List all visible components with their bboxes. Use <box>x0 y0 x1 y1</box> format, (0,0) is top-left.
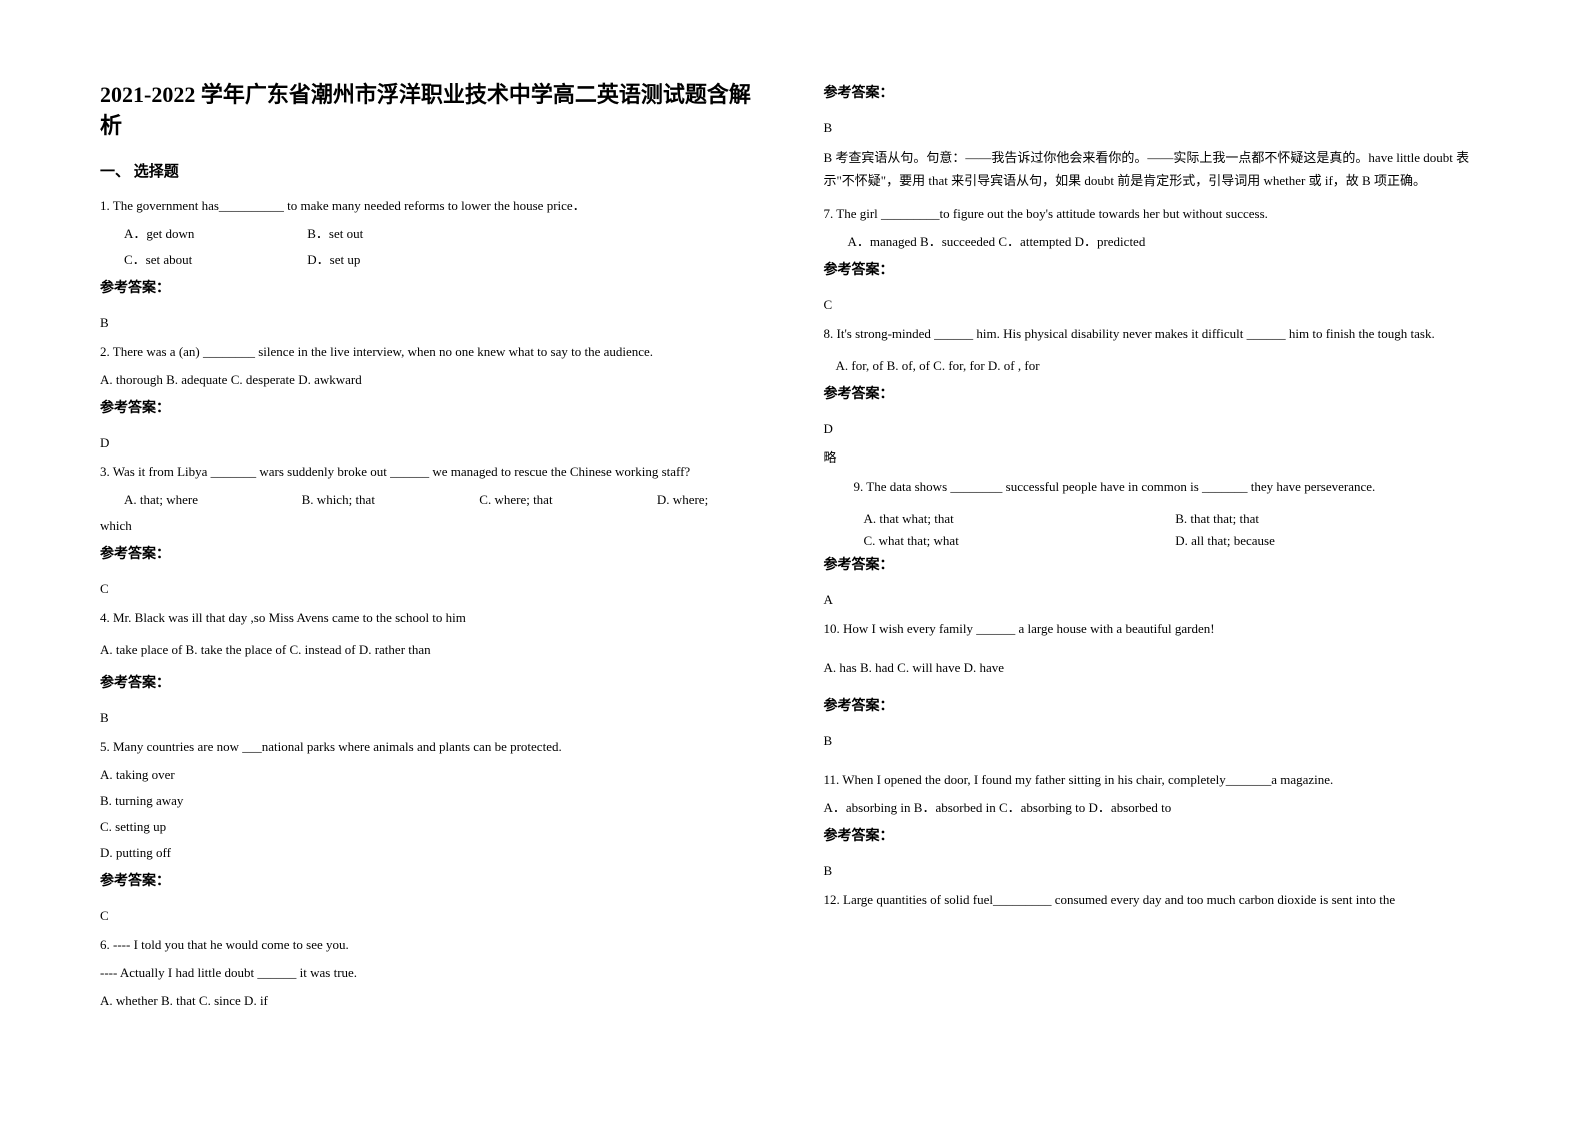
q6-answer-label: 参考答案： <box>824 82 1488 102</box>
q8-answer-label: 参考答案： <box>824 383 1488 403</box>
q12-text: 12. Large quantities of solid fuel______… <box>824 889 1488 911</box>
q7-text: 7. The girl _________to figure out the b… <box>824 203 1488 225</box>
q2-answer: D <box>100 435 764 451</box>
q10-answer: B <box>824 733 1488 749</box>
q6-options: A. whether B. that C. since D. if <box>100 990 764 1012</box>
q2-options: A. thorough B. adequate C. desperate D. … <box>100 369 764 391</box>
q7-answer-label: 参考答案： <box>824 259 1488 279</box>
q7-options: A．managed B．succeeded C．attempted D．pred… <box>824 231 1488 253</box>
q1-optB: B．set out <box>307 226 363 241</box>
q9-optA: A. that what; that <box>864 508 1176 530</box>
q9-options-row2: C. what that; what D. all that; because <box>824 530 1488 552</box>
q3-optA: A. that; where <box>124 489 302 511</box>
q1-text: 1. The government has__________ to make … <box>100 195 764 217</box>
right-column: 参考答案： B B 考查宾语从句。句意：——我告诉过你他会来看你的。——实际上我… <box>824 80 1488 1082</box>
q1-answer: B <box>100 315 764 331</box>
q6-text2: ---- Actually I had little doubt ______ … <box>100 962 764 984</box>
q6-text1: 6. ---- I told you that he would come to… <box>100 934 764 956</box>
q1-optA: A．get down <box>124 223 304 245</box>
q5-optA: A. taking over <box>100 764 764 786</box>
q9-optD: D. all that; because <box>1175 530 1487 552</box>
q8-text: 8. It's strong-minded ______ him. His ph… <box>824 323 1488 345</box>
q11-options: A．absorbing in B．absorbed in C．absorbing… <box>824 797 1488 819</box>
q3-optD-line2: which <box>100 515 764 537</box>
q6-answer: B <box>824 120 1488 136</box>
q6-explanation: B 考查宾语从句。句意：——我告诉过你他会来看你的。——实际上我一点都不怀疑这是… <box>824 146 1488 193</box>
q4-answer: B <box>100 710 764 726</box>
q10-text: 10. How I wish every family ______ a lar… <box>824 618 1488 640</box>
q3-options-row: A. that; where B. which; that C. where; … <box>100 489 764 511</box>
left-column: 2021-2022 学年广东省潮州市浮洋职业技术中学高二英语测试题含解析 一、 … <box>100 80 764 1082</box>
q9-answer: A <box>824 592 1488 608</box>
q5-answer: C <box>100 908 764 924</box>
q10-answer-label: 参考答案： <box>824 695 1488 715</box>
q9-optB: B. that that; that <box>1175 508 1487 530</box>
q5-optB: B. turning away <box>100 790 764 812</box>
q3-answer: C <box>100 581 764 597</box>
q5-optD: D. putting off <box>100 842 764 864</box>
q9-optC: C. what that; what <box>864 530 1176 552</box>
q9-text: 9. The data shows ________ successful pe… <box>854 476 1488 498</box>
q3-optC: C. where; that <box>479 489 657 511</box>
q2-answer-label: 参考答案： <box>100 397 764 417</box>
q11-text: 11. When I opened the door, I found my f… <box>824 769 1488 791</box>
q7-answer: C <box>824 297 1488 313</box>
section-header: 一、 选择题 <box>100 160 764 181</box>
q3-optD: D. where; <box>657 489 764 511</box>
q9-answer-label: 参考答案： <box>824 554 1488 574</box>
q1-optD: D．set up <box>307 252 360 267</box>
q8-options: A. for, of B. of, of C. for, for D. of ,… <box>824 355 1488 377</box>
q8-note: 略 <box>824 447 1488 466</box>
q4-text: 4. Mr. Black was ill that day ,so Miss A… <box>100 607 764 629</box>
q8-answer: D <box>824 421 1488 437</box>
q11-answer-label: 参考答案： <box>824 825 1488 845</box>
q1-options-row2: C．set about D．set up <box>100 249 764 271</box>
q2-text: 2. There was a (an) ________ silence in … <box>100 341 764 363</box>
q3-text: 3. Was it from Libya _______ wars sudden… <box>100 461 764 483</box>
q5-text: 5. Many countries are now ___national pa… <box>100 736 764 758</box>
q5-answer-label: 参考答案： <box>100 870 764 890</box>
q3-optB: B. which; that <box>302 489 480 511</box>
q5-optC: C. setting up <box>100 816 764 838</box>
q11-answer: B <box>824 863 1488 879</box>
q1-optC: C．set about <box>124 249 304 271</box>
q1-options-row1: A．get down B．set out <box>100 223 764 245</box>
q3-answer-label: 参考答案： <box>100 543 764 563</box>
q4-answer-label: 参考答案： <box>100 672 764 692</box>
q9-options-row1: A. that what; that B. that that; that <box>824 508 1488 530</box>
q4-options: A. take place of B. take the place of C.… <box>100 639 764 661</box>
q10-options: A. has B. had C. will have D. have <box>824 657 1488 679</box>
q1-answer-label: 参考答案： <box>100 277 764 297</box>
document-title: 2021-2022 学年广东省潮州市浮洋职业技术中学高二英语测试题含解析 <box>100 80 764 142</box>
